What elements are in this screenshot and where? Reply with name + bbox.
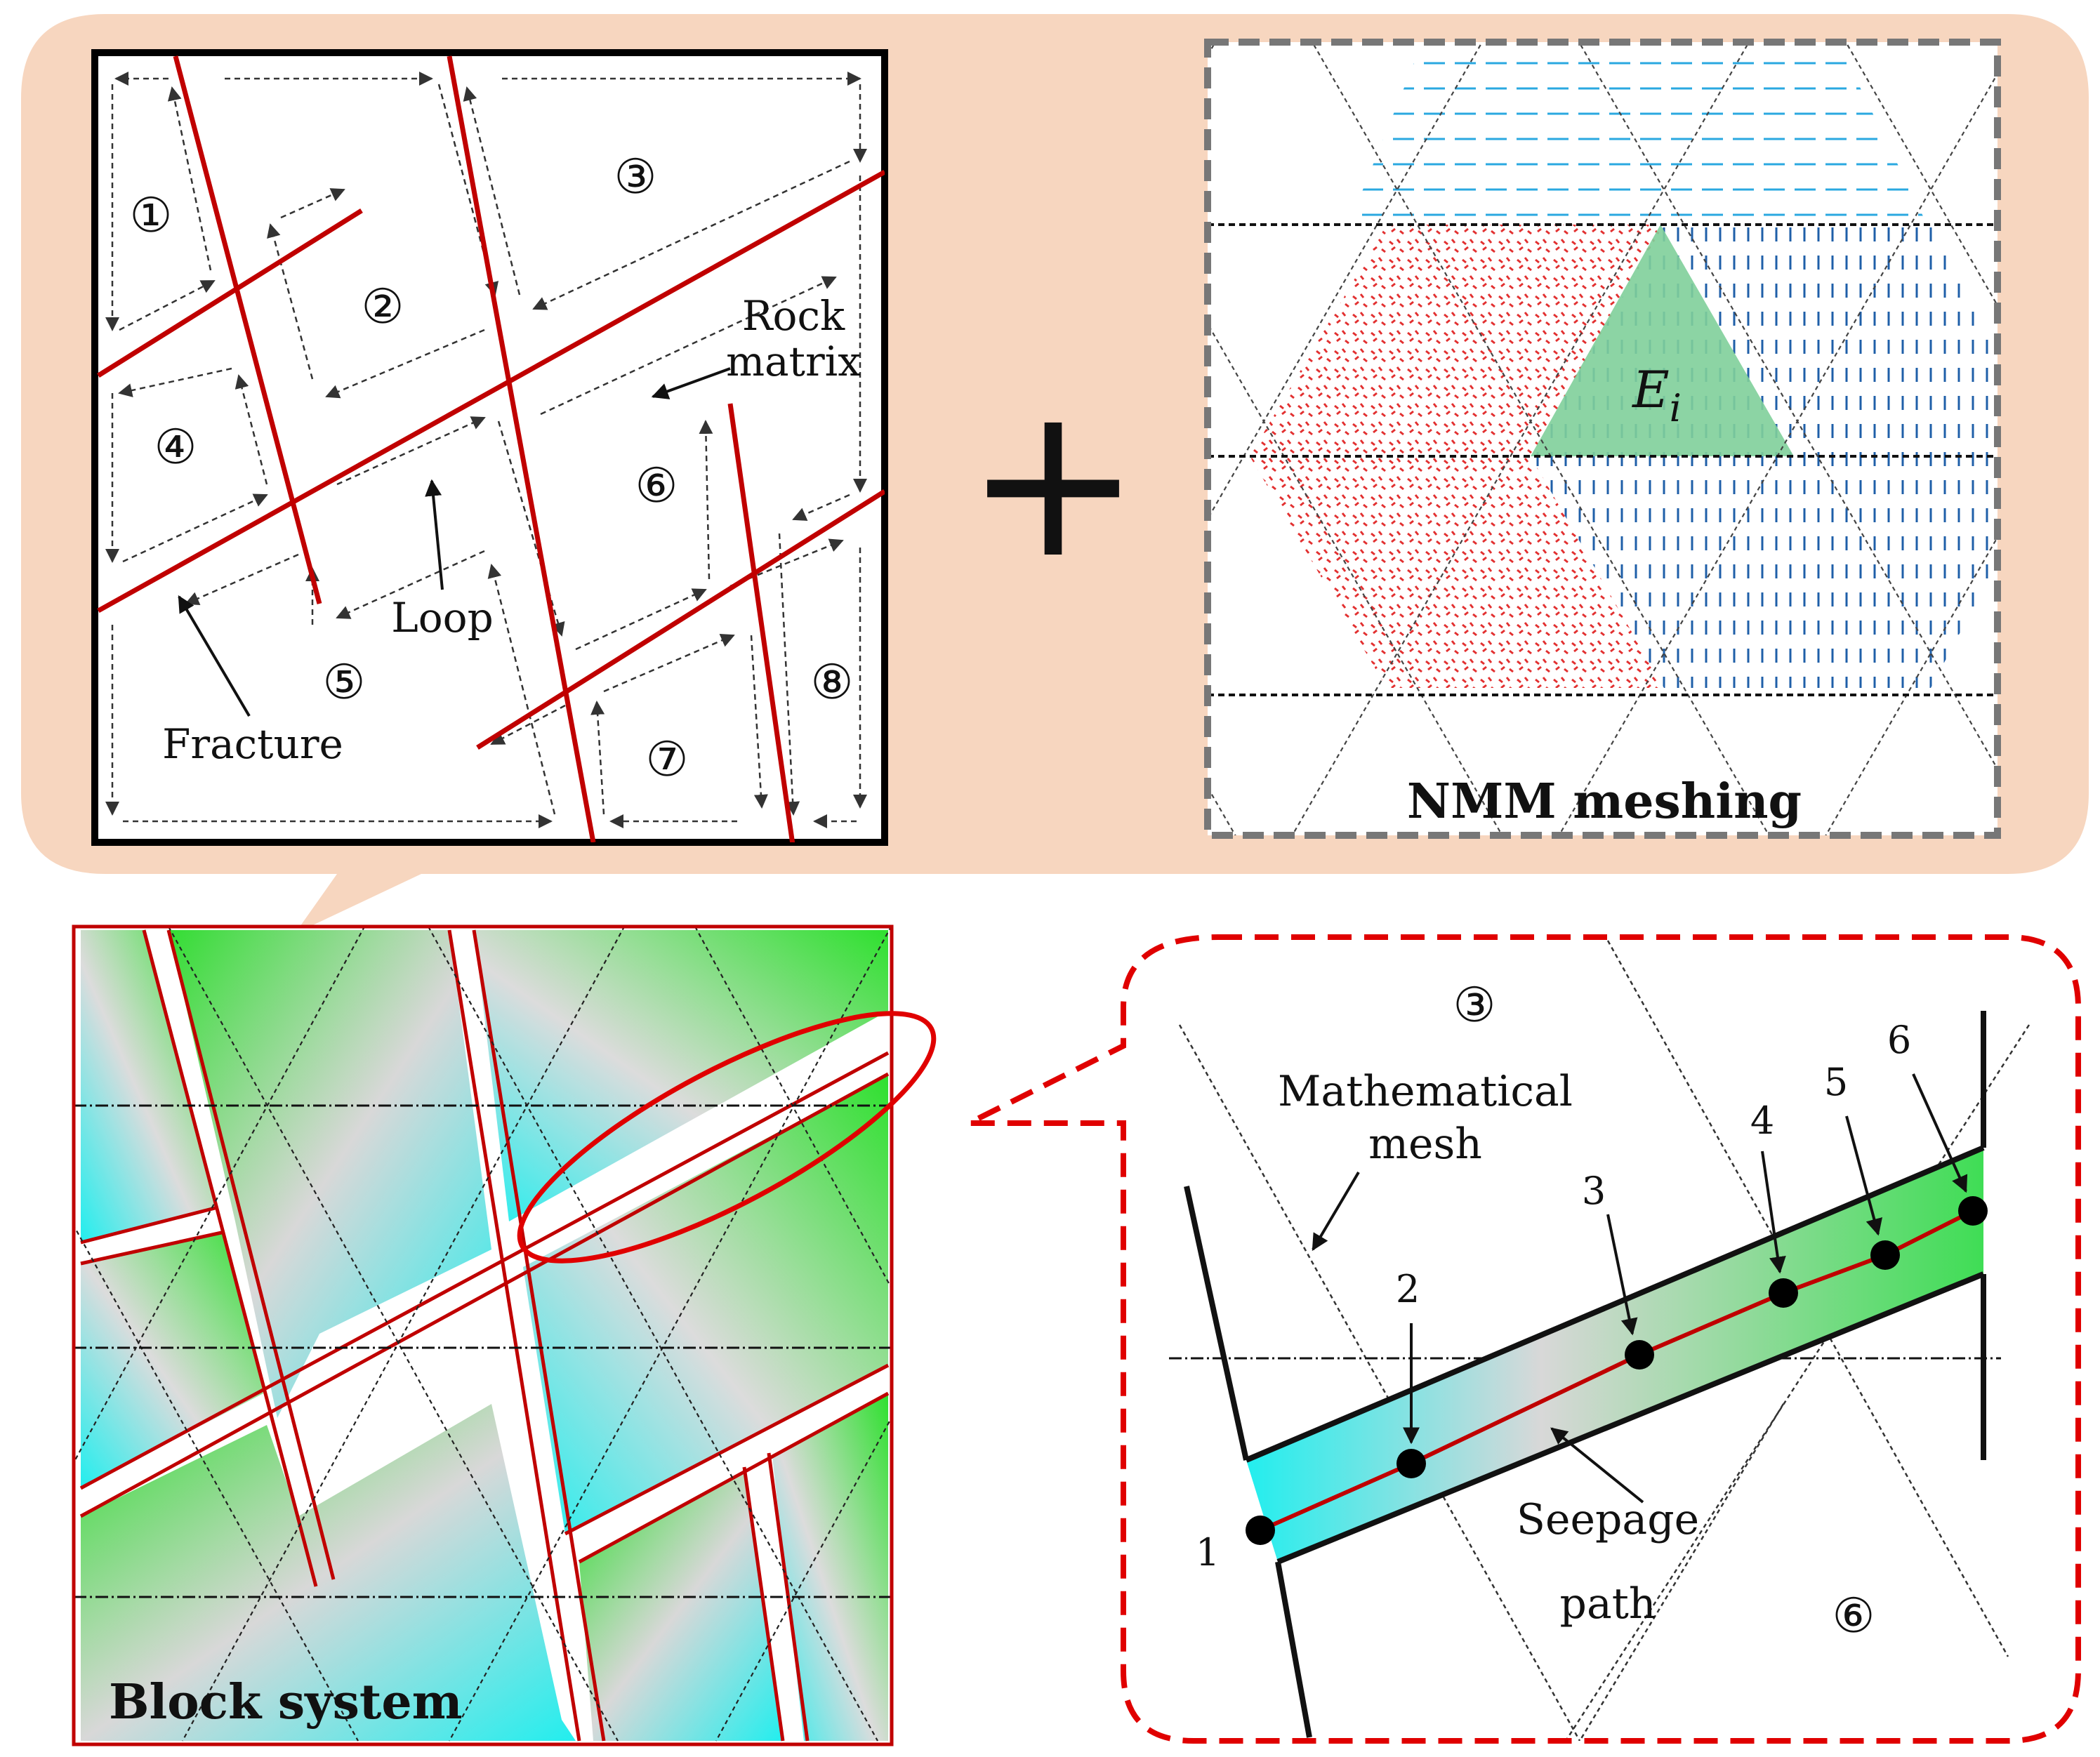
node-1: [1246, 1516, 1275, 1545]
mesh-label-line2: mesh: [1368, 1120, 1482, 1169]
loop-arrows: [105, 72, 867, 828]
seepage-channel: [1246, 1148, 1983, 1562]
element-subscript: i: [1670, 386, 1682, 430]
region-1-label: ①: [130, 188, 173, 244]
block-5: [81, 1404, 576, 1741]
callout-border: [968, 934, 2081, 1744]
fractures: [97, 55, 885, 842]
plus-operator: +: [965, 359, 1141, 604]
region-5-label: ⑤: [323, 655, 366, 710]
channel-lower-wall: [1276, 1271, 1985, 1565]
block-mesh-lines: [74, 927, 892, 1742]
node-5-label: 5: [1824, 1060, 1848, 1104]
red-hatch-region: [1250, 225, 1664, 688]
node-6: [1958, 1196, 1988, 1226]
nmm-meshing-caption: NMM meshing: [1407, 774, 1802, 830]
matrix-label: matrix: [726, 338, 861, 385]
nmm-horizontal-lines: [1208, 223, 1997, 696]
detail-region-3-label: ③: [1453, 978, 1496, 1033]
region-7-label: ⑦: [646, 732, 689, 788]
nmm-grid-lines: [1208, 42, 1997, 835]
panel-loops: ① ② ③ ④ ⑤ ⑥ ⑦ ⑧ Rock matrix Loop Fractur…: [91, 49, 888, 846]
panel-nmm-meshing: Ei NMM meshing: [1204, 39, 2001, 839]
block-1: [81, 930, 218, 1242]
region-3-label: ③: [614, 150, 657, 205]
block-4: [81, 1232, 263, 1488]
element-ei-label: Ei: [1631, 360, 1682, 430]
node-pointers: [1312, 1073, 1968, 1504]
block-7: [579, 1474, 783, 1741]
rock-matrix-pointer: [651, 367, 731, 399]
block-system-caption: Block system: [109, 1674, 463, 1730]
seepage-path-line: [1259, 1209, 1974, 1532]
loop-pointer: [425, 479, 444, 590]
region-4-label: ④: [154, 420, 197, 475]
element-e: E: [1631, 360, 1670, 419]
node-4-label: 4: [1750, 1099, 1774, 1143]
region-8-label: ⑧: [811, 655, 854, 710]
block-3: [474, 930, 888, 1221]
channel-upper-wall: [1245, 1145, 1985, 1463]
mesh-label-line1: Mathematical: [1278, 1067, 1573, 1116]
node-2-label: 2: [1396, 1267, 1420, 1311]
block-8: [772, 1393, 888, 1741]
panel-seepage-detail: ③ ⑥ Mathematical mesh Seepage path 1 2 3…: [968, 934, 2081, 1744]
left-block-edge-top: [1184, 1186, 1249, 1461]
seepage-label-line1: Seepage: [1517, 1495, 1699, 1544]
node-5: [1870, 1240, 1900, 1270]
rock-label: Rock: [742, 292, 845, 340]
node-1-label: 1: [1196, 1530, 1220, 1574]
panel-block-system: Block system: [72, 924, 937, 1746]
node-6-label: 6: [1887, 1018, 1911, 1062]
element-triangle: [1531, 225, 1794, 456]
detail-region-6-label: ⑥: [1832, 1589, 1875, 1644]
block-6: [523, 1074, 888, 1534]
node-2: [1396, 1449, 1426, 1478]
highlight-ellipse: [517, 1011, 937, 1264]
fracture-pointer: [178, 595, 251, 717]
seepage-nodes: [1246, 1196, 1988, 1545]
block-fracture-walls: [79, 929, 890, 1742]
cyan-hatch-region: [1352, 53, 1924, 218]
seepage-label-line2: path: [1560, 1579, 1656, 1629]
block-horizontal-lines: [74, 1104, 892, 1598]
left-block-edge-bottom: [1275, 1561, 1312, 1738]
block-2: [169, 930, 491, 1418]
fracture-label: Fracture: [162, 720, 343, 768]
region-2-label: ②: [362, 279, 404, 335]
node-4: [1769, 1278, 1798, 1308]
region-6-label: ⑥: [635, 458, 678, 514]
node-3: [1625, 1340, 1654, 1370]
node-3-label: 3: [1582, 1169, 1606, 1213]
loop-label: Loop: [391, 594, 493, 642]
